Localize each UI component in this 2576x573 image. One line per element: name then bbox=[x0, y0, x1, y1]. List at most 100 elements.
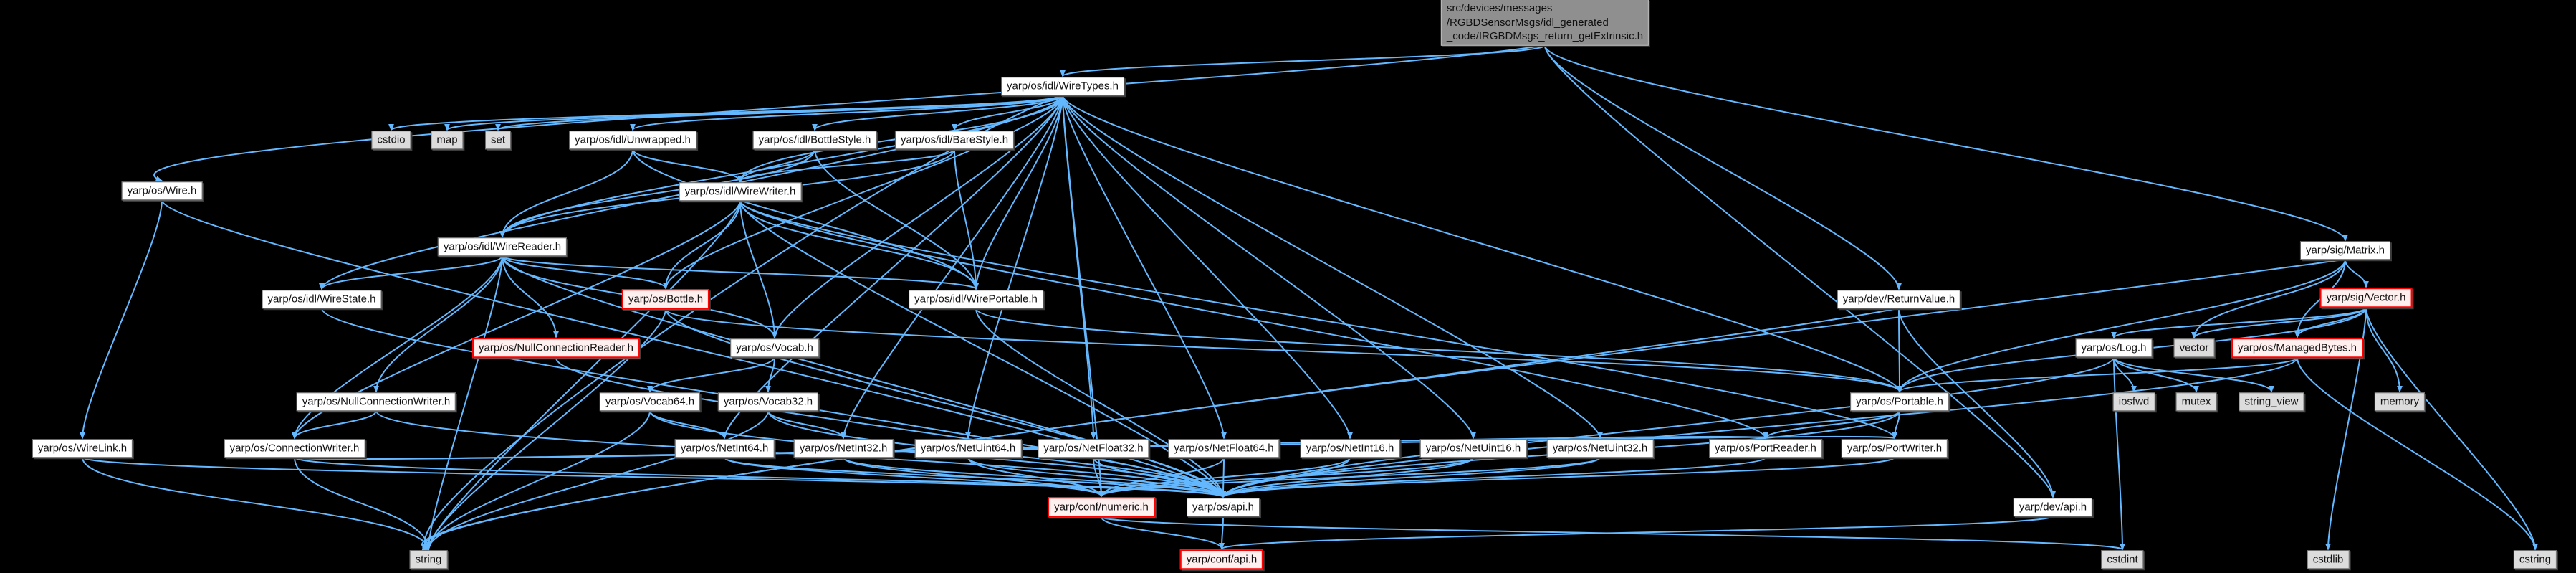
node-wire[interactable]: yarp/os/Wire.h bbox=[121, 181, 203, 200]
edge-matrix-vectorh bbox=[2345, 259, 2369, 288]
edge-bottlestyle-wirewriter bbox=[737, 148, 815, 183]
edge-wiretypes-cstdio bbox=[388, 94, 1063, 131]
edge-matrix-portable bbox=[1897, 259, 2346, 393]
edge-vectorh-cstdlib bbox=[2325, 307, 2367, 551]
node-bottle[interactable]: yarp/os/Bottle.h bbox=[621, 289, 710, 309]
node-vectorh[interactable]: yarp/sig/Vector.h bbox=[2319, 288, 2413, 308]
edge-returnvalue-portable bbox=[1896, 308, 1902, 393]
edge-vocab32-netint32 bbox=[767, 410, 846, 440]
edge-wire-wirelink bbox=[80, 199, 163, 440]
edge-wirelink-string bbox=[82, 457, 431, 551]
node-label-string: string bbox=[415, 553, 442, 566]
edge-wireportable-osapi bbox=[975, 308, 1226, 498]
node-managedbytes[interactable]: yarp/os/ManagedBytes.h bbox=[2231, 338, 2363, 358]
edge-wiretypes-bottle bbox=[663, 95, 1063, 290]
node-string: string bbox=[409, 550, 448, 569]
node-label-cstdint: cstdint bbox=[2107, 553, 2138, 566]
node-stringview: string_view bbox=[2239, 392, 2304, 411]
node-label-netfloat32: yarp/os/NetFloat32.h bbox=[1043, 442, 1144, 455]
node-barestyle[interactable]: yarp/os/idl/BareStyle.h bbox=[894, 131, 1015, 149]
edge-osapi-confapi bbox=[1219, 516, 1225, 550]
edge-wirereader-nullconnreader bbox=[502, 255, 559, 338]
node-mutex: mutex bbox=[2175, 392, 2217, 411]
node-wirelink[interactable]: yarp/os/WireLink.h bbox=[32, 439, 133, 458]
edge-wirereader-nullconnwriter bbox=[373, 255, 503, 393]
node-label-wire: yarp/os/Wire.h bbox=[127, 184, 197, 197]
node-wirereader[interactable]: yarp/os/idl/WireReader.h bbox=[437, 237, 568, 256]
edge-wirewriter-string bbox=[426, 200, 741, 551]
node-netfloat64[interactable]: yarp/os/NetFloat64.h bbox=[1168, 439, 1280, 458]
edge-managedbytes-portable bbox=[1897, 356, 2298, 393]
node-vocab32[interactable]: yarp/os/Vocab32.h bbox=[717, 392, 819, 411]
node-label-wirereader: yarp/os/idl/WireReader.h bbox=[443, 240, 562, 253]
edge-numeric-confapi bbox=[1101, 516, 1225, 550]
node-label-netuint16: yarp/os/NetUint16.h bbox=[1425, 442, 1521, 455]
edge-vocab-vocab64 bbox=[647, 356, 775, 393]
node-numeric[interactable]: yarp/conf/numeric.h bbox=[1048, 497, 1155, 517]
node-connwriter[interactable]: yarp/os/ConnectionWriter.h bbox=[224, 439, 365, 458]
node-netuint32[interactable]: yarp/os/NetUint32.h bbox=[1546, 439, 1654, 458]
edge-devapi-confapi bbox=[1219, 515, 2054, 550]
edge-wirelink-osapi bbox=[82, 456, 1226, 498]
edge-root-matrix bbox=[1544, 44, 2348, 242]
node-cstring: cstring bbox=[2513, 550, 2557, 569]
edge-vectorh-vectorstd bbox=[2191, 307, 2367, 339]
node-vocab[interactable]: yarp/os/Vocab.h bbox=[730, 338, 819, 357]
node-wiretypes[interactable]: yarp/os/idl/WireTypes.h bbox=[1001, 77, 1124, 95]
node-portwriter[interactable]: yarp/os/PortWriter.h bbox=[1841, 439, 1948, 458]
node-label-bottlestyle: yarp/os/idl/BottleStyle.h bbox=[758, 133, 871, 146]
node-label-root: src/devices/messages /RGBDSensorMsgs/idl… bbox=[1446, 1, 1644, 42]
node-netint16[interactable]: yarp/os/NetInt16.h bbox=[1300, 439, 1400, 458]
node-label-wirestate: yarp/os/idl/WireState.h bbox=[267, 293, 376, 306]
edge-wiretypes-netuint32 bbox=[1062, 95, 1603, 440]
edge-matrix-string bbox=[421, 258, 2346, 551]
node-wirewriter[interactable]: yarp/os/idl/WireWriter.h bbox=[679, 182, 802, 201]
edge-connwriter-string bbox=[294, 457, 431, 551]
edge-wiretypes-netint32 bbox=[841, 95, 1063, 440]
node-wireportable[interactable]: yarp/os/idl/WirePortable.h bbox=[909, 290, 1043, 308]
node-portable[interactable]: yarp/os/Portable.h bbox=[1850, 392, 1949, 411]
node-returnvalue[interactable]: yarp/dev/ReturnValue.h bbox=[1837, 290, 1961, 308]
edge-wiretypes-vocab bbox=[772, 95, 1063, 339]
edge-bottlestyle-wirereader bbox=[499, 148, 815, 238]
node-label-netint32: yarp/os/NetInt32.h bbox=[799, 442, 888, 455]
node-label-connwriter: yarp/os/ConnectionWriter.h bbox=[229, 442, 360, 455]
edge-netuint64-osapi bbox=[967, 457, 1226, 498]
node-portreader[interactable]: yarp/os/PortReader.h bbox=[1709, 439, 1822, 458]
node-label-numeric: yarp/conf/numeric.h bbox=[1054, 501, 1149, 513]
node-vocab64[interactable]: yarp/os/Vocab64.h bbox=[599, 392, 701, 411]
node-netuint64[interactable]: yarp/os/NetUint64.h bbox=[914, 439, 1022, 458]
edge-netint16-numeric bbox=[1098, 457, 1351, 498]
node-netfloat32[interactable]: yarp/os/NetFloat32.h bbox=[1038, 439, 1149, 458]
node-root: src/devices/messages /RGBDSensorMsgs/idl… bbox=[1440, 0, 1649, 46]
edge-log-cstdint bbox=[2113, 356, 2125, 551]
node-log[interactable]: yarp/os/Log.h bbox=[2075, 338, 2153, 357]
node-map: map bbox=[431, 131, 464, 149]
node-label-portwriter: yarp/os/PortWriter.h bbox=[1847, 442, 1943, 455]
node-netint32[interactable]: yarp/os/NetInt32.h bbox=[793, 439, 894, 458]
edge-wirewriter-connwriter bbox=[292, 200, 741, 440]
node-wirestate[interactable]: yarp/os/idl/WireState.h bbox=[262, 290, 382, 308]
edge-wirereader-string bbox=[426, 255, 503, 551]
node-label-managedbytes: yarp/os/ManagedBytes.h bbox=[2238, 341, 2357, 354]
node-nullconnwriter[interactable]: yarp/os/NullConnectionWriter.h bbox=[296, 392, 456, 411]
node-label-vectorstd: vector bbox=[2179, 341, 2209, 354]
edge-netfloat64-numeric bbox=[1098, 457, 1225, 498]
node-bottlestyle[interactable]: yarp/os/idl/BottleStyle.h bbox=[752, 131, 877, 149]
node-netuint16[interactable]: yarp/os/NetUint16.h bbox=[1419, 439, 1527, 458]
edge-wiretypes-unwrapped bbox=[630, 94, 1063, 131]
edge-vocab-vocab32 bbox=[765, 356, 775, 393]
edge-bottle-osapi bbox=[665, 308, 1226, 498]
node-label-unwrapped: yarp/os/idl/Unwrapped.h bbox=[575, 133, 691, 146]
node-netint64[interactable]: yarp/os/NetInt64.h bbox=[674, 439, 775, 458]
edge-unwrapped-wirewriter bbox=[632, 148, 743, 183]
node-label-confapi: yarp/conf/api.h bbox=[1186, 553, 1258, 566]
node-unwrapped[interactable]: yarp/os/idl/Unwrapped.h bbox=[569, 131, 696, 149]
edge-wire-osapi bbox=[161, 199, 1226, 498]
node-cstdint: cstdint bbox=[2101, 550, 2144, 569]
node-matrix[interactable]: yarp/sig/Matrix.h bbox=[2299, 241, 2391, 260]
node-confapi[interactable]: yarp/conf/api.h bbox=[1179, 549, 1264, 569]
node-osapi[interactable]: yarp/os/api.h bbox=[1187, 498, 1260, 516]
node-nullconnreader[interactable]: yarp/os/NullConnectionReader.h bbox=[472, 338, 640, 358]
node-devapi[interactable]: yarp/dev/api.h bbox=[2013, 498, 2093, 516]
